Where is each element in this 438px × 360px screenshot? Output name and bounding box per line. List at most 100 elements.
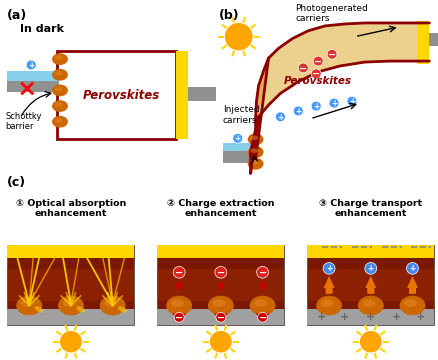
Polygon shape (250, 58, 268, 174)
Polygon shape (323, 276, 334, 294)
Text: −: − (258, 313, 266, 323)
Text: Perovskites: Perovskites (283, 76, 351, 86)
Ellipse shape (320, 299, 333, 307)
Text: −: − (311, 69, 319, 79)
Circle shape (174, 312, 184, 322)
Text: +: + (330, 99, 336, 108)
Text: +: + (325, 264, 332, 273)
Ellipse shape (76, 306, 85, 313)
FancyBboxPatch shape (307, 245, 433, 258)
Ellipse shape (21, 299, 34, 307)
Text: −: − (216, 313, 224, 323)
Text: +: + (294, 107, 301, 116)
Circle shape (224, 23, 252, 50)
Ellipse shape (249, 296, 275, 315)
Text: −: − (175, 313, 183, 323)
Ellipse shape (104, 299, 117, 307)
Text: Photogenerated
carriers: Photogenerated carriers (295, 4, 367, 23)
FancyBboxPatch shape (7, 79, 59, 93)
Ellipse shape (247, 158, 263, 170)
Ellipse shape (52, 69, 68, 81)
Text: −: − (313, 57, 321, 67)
FancyBboxPatch shape (7, 269, 134, 301)
Text: Perovskites: Perovskites (83, 89, 160, 102)
FancyBboxPatch shape (7, 71, 59, 81)
Circle shape (298, 63, 307, 73)
Text: Injected
carriers: Injected carriers (223, 105, 259, 125)
Text: +: + (234, 134, 240, 143)
Circle shape (311, 101, 321, 111)
Circle shape (232, 134, 242, 143)
Text: +: + (391, 312, 400, 322)
Text: +: + (408, 264, 415, 273)
Ellipse shape (250, 135, 258, 140)
Ellipse shape (250, 160, 258, 165)
FancyBboxPatch shape (57, 51, 176, 139)
Circle shape (257, 312, 267, 322)
FancyBboxPatch shape (307, 245, 433, 325)
Ellipse shape (166, 296, 191, 315)
Ellipse shape (357, 296, 383, 315)
Text: (c): (c) (7, 176, 26, 189)
Ellipse shape (62, 299, 75, 307)
FancyBboxPatch shape (417, 21, 428, 64)
FancyBboxPatch shape (176, 51, 187, 139)
Circle shape (275, 112, 285, 122)
Ellipse shape (55, 55, 63, 60)
Ellipse shape (250, 148, 258, 153)
Ellipse shape (55, 71, 63, 76)
Text: Schottky
barrier: Schottky barrier (5, 112, 42, 131)
FancyBboxPatch shape (7, 245, 134, 258)
Text: −: − (175, 268, 183, 278)
Ellipse shape (52, 53, 68, 65)
Text: −: − (216, 268, 224, 278)
Text: +: + (348, 97, 354, 106)
Polygon shape (255, 313, 269, 322)
Circle shape (293, 106, 303, 116)
Circle shape (328, 98, 338, 108)
Ellipse shape (399, 296, 424, 315)
Text: −: − (299, 63, 307, 73)
Ellipse shape (52, 85, 68, 96)
Polygon shape (364, 276, 375, 294)
Ellipse shape (247, 134, 263, 145)
Ellipse shape (247, 146, 263, 158)
FancyBboxPatch shape (428, 33, 437, 46)
Ellipse shape (55, 87, 63, 91)
Ellipse shape (58, 296, 84, 315)
Circle shape (209, 331, 231, 352)
FancyBboxPatch shape (187, 87, 215, 101)
Polygon shape (323, 276, 334, 294)
FancyBboxPatch shape (223, 149, 252, 163)
Polygon shape (364, 276, 375, 294)
FancyBboxPatch shape (307, 310, 433, 325)
Text: +: + (28, 61, 34, 70)
Text: +: + (367, 264, 373, 273)
FancyBboxPatch shape (307, 269, 433, 301)
Polygon shape (258, 23, 428, 117)
Circle shape (215, 266, 226, 278)
Text: (a): (a) (7, 9, 28, 22)
Circle shape (26, 60, 36, 70)
Circle shape (364, 262, 376, 274)
Text: +: + (277, 113, 283, 122)
Text: +: + (316, 312, 325, 322)
Ellipse shape (99, 296, 125, 315)
FancyBboxPatch shape (157, 269, 284, 301)
Text: −: − (327, 50, 336, 60)
FancyBboxPatch shape (7, 245, 134, 325)
Ellipse shape (35, 306, 43, 313)
FancyBboxPatch shape (7, 310, 134, 325)
Polygon shape (213, 313, 227, 322)
FancyBboxPatch shape (223, 143, 252, 151)
Ellipse shape (16, 296, 42, 315)
Text: ② Charge extraction
enhancement: ② Charge extraction enhancement (167, 199, 274, 219)
Circle shape (311, 69, 321, 79)
Text: +: + (365, 312, 374, 322)
Ellipse shape (170, 299, 183, 307)
Circle shape (346, 96, 356, 106)
Polygon shape (172, 313, 186, 322)
Circle shape (173, 266, 185, 278)
Text: In dark: In dark (20, 24, 64, 34)
Circle shape (256, 266, 268, 278)
